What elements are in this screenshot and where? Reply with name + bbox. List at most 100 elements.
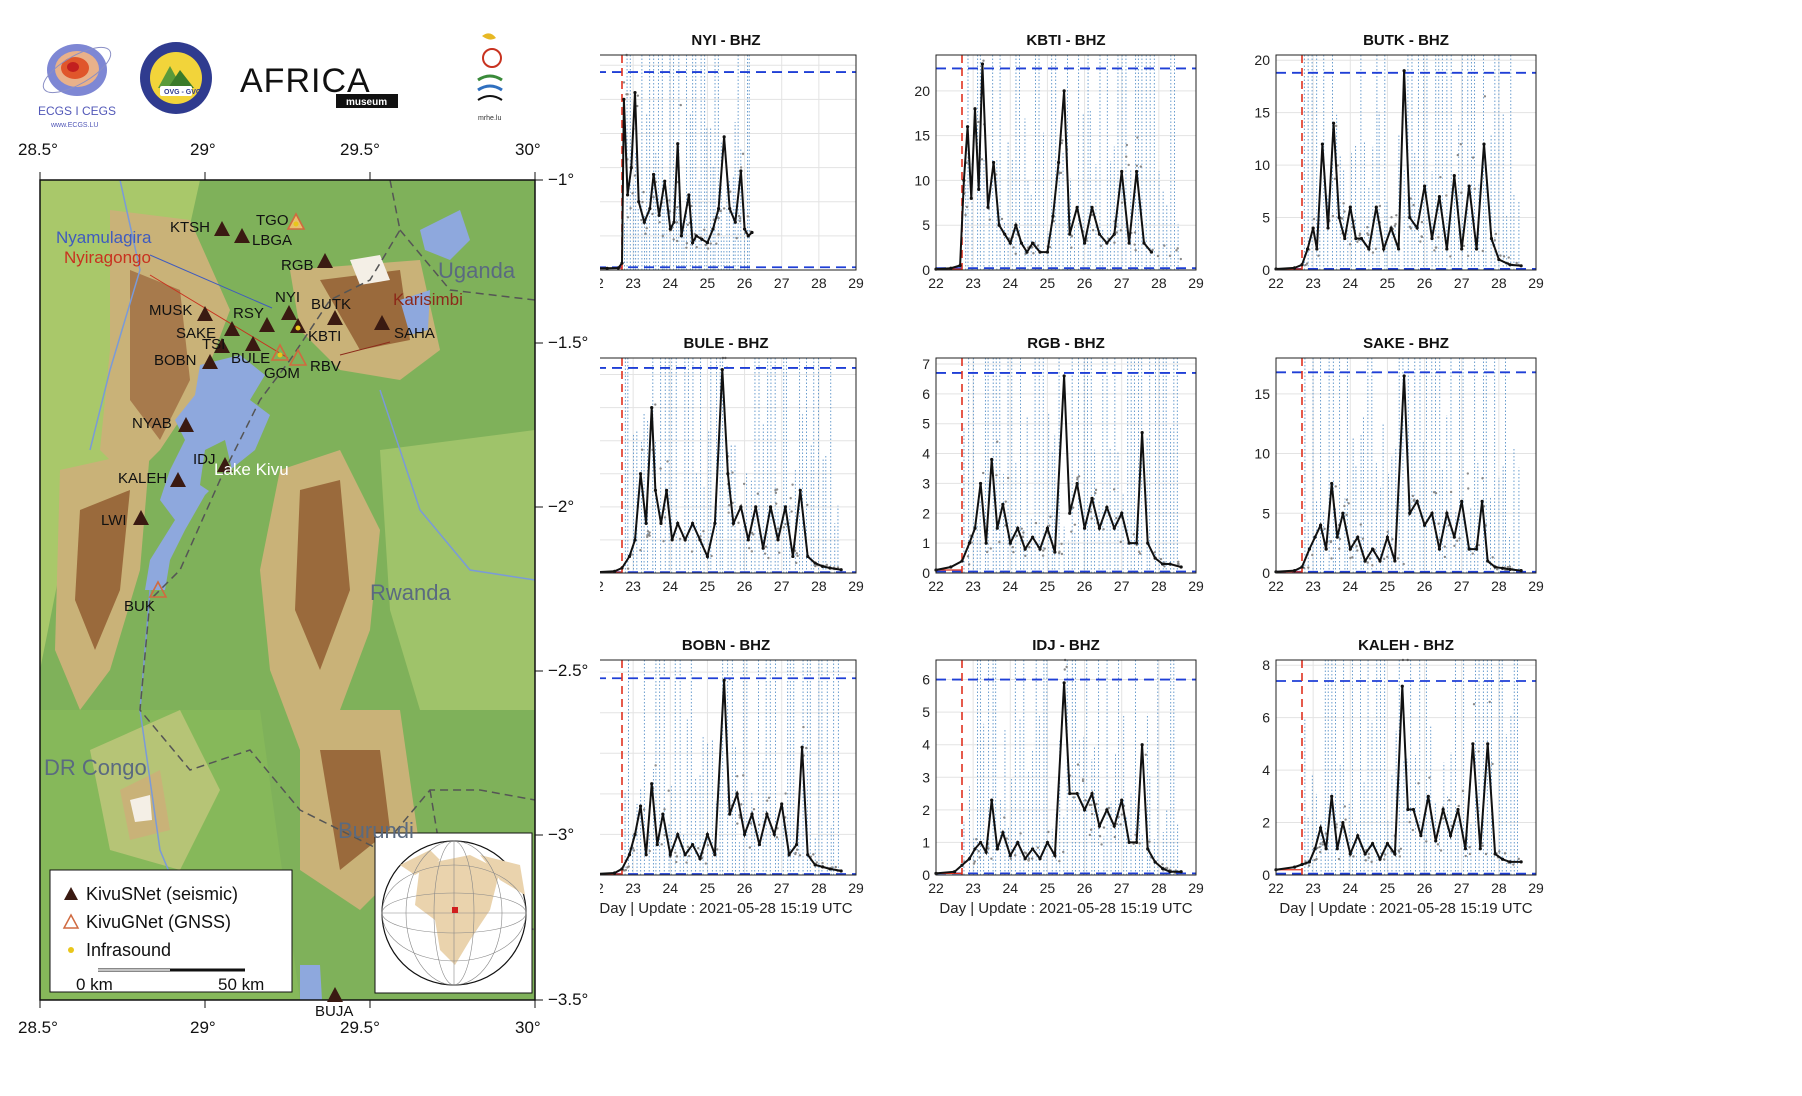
raw-point bbox=[1062, 850, 1065, 854]
series-point bbox=[1016, 840, 1020, 845]
raw-point bbox=[1349, 556, 1352, 560]
raw-point bbox=[1006, 476, 1010, 480]
series-point bbox=[984, 541, 988, 545]
series-point bbox=[1422, 523, 1427, 527]
raw-point bbox=[1324, 832, 1328, 835]
series-point bbox=[1313, 847, 1317, 851]
raw-point bbox=[704, 862, 708, 865]
series-point bbox=[1378, 559, 1382, 563]
station-lwi-marker bbox=[133, 510, 149, 525]
raw-point bbox=[622, 869, 626, 872]
series-point bbox=[1168, 562, 1172, 566]
station-map: KivuSNet (seismic) KivuGNet (GNSS) Infra… bbox=[0, 140, 588, 1050]
raw-point bbox=[1481, 249, 1484, 253]
raw-point bbox=[686, 845, 690, 848]
lon-tick-bottom: 30° bbox=[515, 1018, 541, 1037]
raw-point bbox=[1058, 550, 1061, 553]
raw-point bbox=[1515, 261, 1518, 265]
raw-point bbox=[970, 541, 973, 544]
raw-point bbox=[756, 492, 760, 495]
x-tick-label: 28 bbox=[1151, 275, 1167, 291]
raw-point bbox=[1398, 855, 1402, 858]
series-point bbox=[1508, 263, 1512, 267]
raw-point bbox=[1063, 668, 1066, 671]
raw-point bbox=[1315, 857, 1318, 861]
y-tick-label: 10 bbox=[1254, 157, 1270, 173]
series-point bbox=[997, 223, 1001, 227]
series-point bbox=[1105, 808, 1109, 812]
series-point bbox=[642, 220, 646, 224]
raw-point bbox=[1425, 840, 1428, 843]
raw-point bbox=[796, 554, 799, 558]
x-tick-label: 29 bbox=[1188, 578, 1204, 594]
raw-point bbox=[1089, 828, 1093, 831]
series-point bbox=[637, 200, 641, 204]
series-point bbox=[1356, 535, 1360, 539]
station-tgo-infra-dot bbox=[293, 221, 299, 227]
raw-point bbox=[1461, 789, 1465, 793]
series-point bbox=[1419, 834, 1423, 838]
raw-point bbox=[1453, 544, 1456, 548]
series-point bbox=[661, 812, 665, 816]
series-point bbox=[650, 782, 654, 786]
series-point bbox=[1134, 541, 1139, 545]
x-tick-label: 24 bbox=[1002, 275, 1018, 291]
series-point bbox=[1437, 194, 1442, 199]
raw-point bbox=[982, 59, 985, 62]
series-point bbox=[1452, 535, 1456, 539]
series-point bbox=[1051, 214, 1055, 218]
series-point bbox=[612, 871, 617, 875]
raw-point bbox=[1090, 803, 1093, 807]
series-point bbox=[967, 857, 972, 861]
series-point bbox=[761, 546, 765, 550]
y-tick-label: 1 bbox=[922, 834, 930, 850]
series-point bbox=[1354, 236, 1358, 241]
raw-point bbox=[1494, 232, 1498, 236]
raw-point bbox=[1031, 246, 1034, 249]
series-point bbox=[791, 554, 795, 559]
station-label: SAHA bbox=[394, 325, 435, 342]
x-tick-label: 24 bbox=[662, 578, 678, 594]
volcano-nyamulagira: Nyamulagira bbox=[56, 228, 152, 247]
raw-point bbox=[774, 502, 778, 505]
raw-point bbox=[686, 223, 689, 226]
series-point bbox=[1456, 807, 1460, 812]
station-label: RSY bbox=[233, 305, 264, 322]
raw-point bbox=[735, 236, 738, 240]
station-buk-marker bbox=[148, 580, 168, 598]
series-point bbox=[1389, 226, 1393, 230]
raw-point bbox=[1113, 241, 1116, 244]
series-point bbox=[839, 869, 843, 873]
series-point bbox=[1025, 250, 1029, 254]
lon-tick-top: 29° bbox=[190, 140, 216, 159]
raw-point bbox=[985, 550, 989, 554]
station-sake-marker bbox=[224, 321, 240, 336]
series-point bbox=[1370, 547, 1375, 551]
x-tick-label: 23 bbox=[965, 578, 981, 594]
station-buja-marker bbox=[327, 987, 343, 1002]
raw-point bbox=[1065, 665, 1068, 669]
series-point bbox=[679, 234, 684, 238]
ovg-name: OVG - GVO bbox=[164, 89, 202, 96]
series-point bbox=[670, 538, 674, 542]
series-point bbox=[657, 213, 661, 217]
raw-point bbox=[629, 206, 632, 210]
scale-start: 0 km bbox=[76, 975, 113, 994]
raw-point bbox=[1077, 475, 1081, 478]
series-point bbox=[978, 840, 983, 845]
raw-point bbox=[1366, 226, 1369, 229]
raw-point bbox=[1434, 246, 1438, 249]
series-point bbox=[1300, 263, 1304, 267]
series-point bbox=[716, 206, 721, 211]
series-point bbox=[1474, 547, 1479, 551]
series-line bbox=[1275, 375, 1522, 573]
raw-point bbox=[774, 488, 777, 492]
raw-point bbox=[1004, 500, 1007, 503]
y-tick-label: 0 bbox=[1262, 867, 1270, 883]
raw-point bbox=[702, 529, 705, 533]
raw-point bbox=[1134, 249, 1137, 252]
raw-point bbox=[830, 866, 834, 869]
series-point bbox=[722, 135, 726, 139]
raw-point bbox=[1495, 568, 1499, 571]
raw-point bbox=[1396, 557, 1400, 560]
